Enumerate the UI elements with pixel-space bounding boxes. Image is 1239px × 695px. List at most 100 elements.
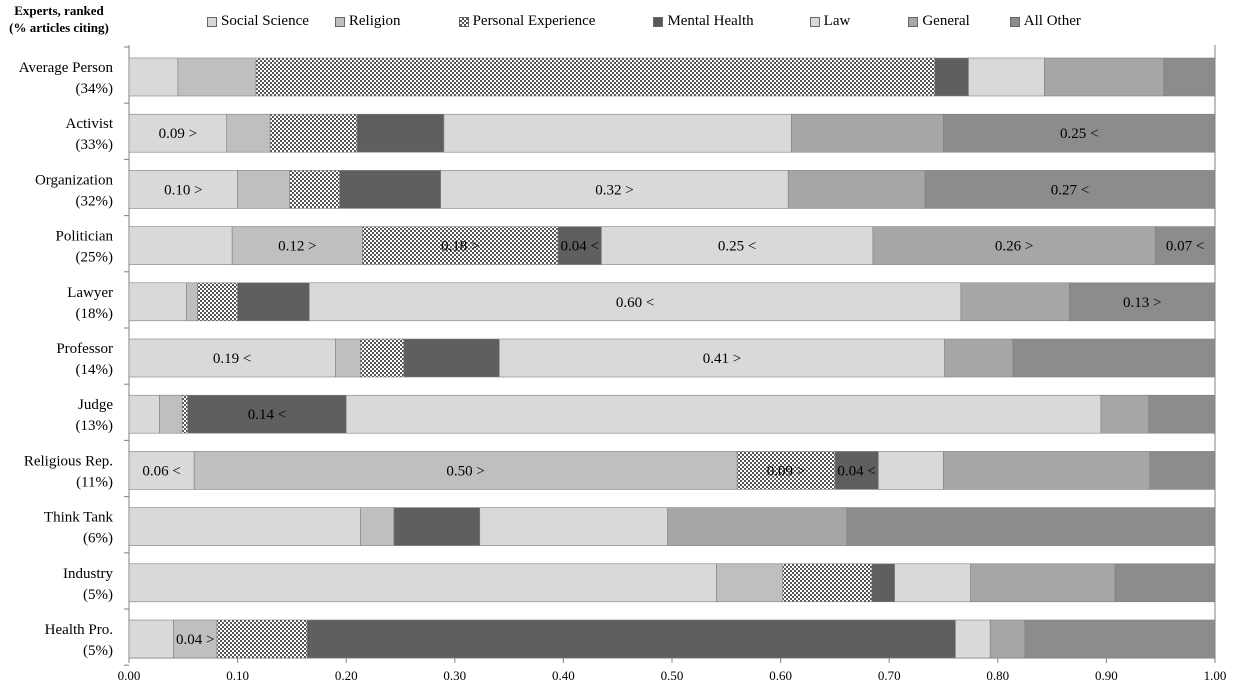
bar-think-tank-all-other bbox=[846, 507, 1216, 546]
bar-activist-all-other bbox=[943, 113, 1216, 153]
data-label: 0.25 < bbox=[1060, 126, 1098, 142]
legend-item-religion: Religion bbox=[334, 13, 401, 30]
bar-industry-social-science bbox=[128, 563, 717, 603]
category-share-label: (33%) bbox=[76, 137, 114, 153]
category-share-label: (13%) bbox=[76, 418, 114, 434]
category-share-label: (14%) bbox=[76, 362, 114, 378]
category-label: Judge bbox=[78, 397, 113, 413]
legend-label: Law bbox=[823, 13, 851, 29]
data-label: 0.04 > bbox=[176, 632, 214, 648]
x-tick-label: 0.70 bbox=[878, 668, 901, 683]
legend-label: Religion bbox=[348, 13, 401, 29]
bar-health-pro-mental-health bbox=[306, 619, 956, 659]
legend: Social Science Religion Personal Experienc… bbox=[207, 13, 1081, 30]
bar-professor-all-other bbox=[1012, 338, 1216, 378]
bar-religious-rep-law bbox=[878, 451, 944, 490]
category-share-label: (18%) bbox=[76, 306, 114, 322]
bar-industry-general bbox=[970, 563, 1116, 603]
bar-average-person-general bbox=[1044, 57, 1165, 97]
bar-organization-religion bbox=[237, 170, 291, 209]
bar-average-person-mental-health bbox=[934, 57, 969, 97]
bar-professor-general bbox=[944, 338, 1014, 378]
legend-swatch bbox=[207, 16, 217, 27]
bar-politician-law bbox=[601, 226, 874, 265]
bar-professor-mental-health bbox=[403, 338, 500, 378]
bar-organization-law bbox=[440, 170, 789, 209]
bar-judge-personal-experience bbox=[181, 394, 188, 434]
category-label: Average Person bbox=[19, 60, 114, 76]
data-label: 0.19 < bbox=[213, 351, 251, 367]
x-tick-label: 0.30 bbox=[443, 668, 466, 683]
bar-activist-social-science bbox=[128, 113, 228, 153]
bar-lawyer-social-science bbox=[128, 282, 187, 322]
data-label: 0.27 < bbox=[1051, 182, 1089, 198]
data-label: 0.41 > bbox=[703, 351, 741, 367]
x-tick-label: 0.60 bbox=[769, 668, 792, 683]
bar-activist-religion bbox=[226, 113, 271, 153]
data-label: 0.09 > bbox=[159, 126, 197, 142]
legend-label: Personal Experience bbox=[472, 13, 596, 29]
data-label: 0.50 > bbox=[446, 463, 484, 479]
x-tick-label: 1.00 bbox=[1204, 668, 1227, 683]
legend-item-all-other: All Other bbox=[1009, 13, 1081, 30]
bar-religious-rep-general bbox=[943, 451, 1151, 490]
category-label: Professor bbox=[56, 341, 113, 357]
bar-average-person-social-science bbox=[128, 57, 179, 97]
bar-religious-rep-all-other bbox=[1149, 451, 1216, 490]
bar-judge-social-science bbox=[128, 394, 160, 434]
bar-professor-personal-experience bbox=[360, 338, 405, 378]
category-share-label: (32%) bbox=[76, 193, 114, 209]
bar-judge-law bbox=[345, 394, 1102, 434]
data-label: 0.18 > bbox=[441, 239, 479, 255]
data-label: 0.09 > bbox=[767, 463, 805, 479]
legend-label: General bbox=[922, 13, 970, 29]
bar-health-pro-law bbox=[955, 619, 991, 659]
bar-politician-religion bbox=[231, 226, 363, 265]
bar-industry-personal-experience bbox=[782, 563, 873, 603]
x-tick-label: 0.50 bbox=[661, 668, 684, 683]
category-label: Organization bbox=[35, 172, 114, 188]
bar-judge-all-other bbox=[1148, 394, 1216, 434]
bar-politician-personal-experience bbox=[362, 226, 559, 265]
bar-average-person-all-other bbox=[1163, 57, 1216, 97]
x-tick-label: 0.00 bbox=[118, 668, 141, 683]
bar-industry-all-other bbox=[1114, 563, 1216, 603]
category-label: Activist bbox=[66, 116, 114, 132]
category-label: Religious Rep. bbox=[24, 453, 113, 469]
bar-organization-general bbox=[787, 170, 926, 209]
bar-activist-personal-experience bbox=[269, 113, 358, 153]
data-label: 0.32 > bbox=[595, 182, 633, 198]
y-axis-title-line2: (% articles citing) bbox=[9, 20, 109, 35]
bar-health-pro-personal-experience bbox=[216, 619, 308, 659]
bar-industry-religion bbox=[716, 563, 784, 603]
data-label: 0.04 < bbox=[837, 463, 875, 479]
bar-think-tank-social-science bbox=[128, 507, 361, 546]
bar-religious-rep-mental-health bbox=[834, 451, 879, 490]
data-label: 0.07 < bbox=[1166, 239, 1204, 255]
bar-organization-personal-experience bbox=[289, 170, 340, 209]
bar-health-pro-social-science bbox=[128, 619, 174, 659]
bar-religious-rep-social-science bbox=[128, 451, 195, 490]
category-label: Politician bbox=[56, 229, 114, 245]
data-label: 0.26 > bbox=[995, 239, 1033, 255]
bar-industry-law bbox=[894, 563, 971, 603]
bar-politician-mental-health bbox=[557, 226, 602, 265]
data-label: 0.25 < bbox=[718, 239, 756, 255]
legend-swatch bbox=[334, 16, 345, 27]
category-share-label: (11%) bbox=[76, 474, 113, 490]
legend-item-general: General bbox=[908, 13, 970, 30]
bar-activist-law bbox=[443, 113, 792, 153]
bar-industry-mental-health bbox=[871, 563, 895, 603]
data-label: 0.13 > bbox=[1123, 295, 1161, 311]
bar-average-person-religion bbox=[177, 57, 257, 97]
bar-health-pro-general bbox=[989, 619, 1026, 659]
data-label: 0.14 < bbox=[248, 407, 286, 423]
y-axis-title-line1: Experts, ranked bbox=[14, 3, 104, 18]
legend-item-law: Law bbox=[809, 13, 851, 30]
bar-religious-rep-religion bbox=[193, 451, 738, 490]
legend-item-mental-health: Mental Health bbox=[653, 13, 754, 30]
category-share-label: (6%) bbox=[83, 531, 113, 547]
x-tick-label: 0.20 bbox=[335, 668, 358, 683]
legend-label: Mental Health bbox=[667, 13, 754, 29]
x-tick-label: 0.40 bbox=[552, 668, 575, 683]
